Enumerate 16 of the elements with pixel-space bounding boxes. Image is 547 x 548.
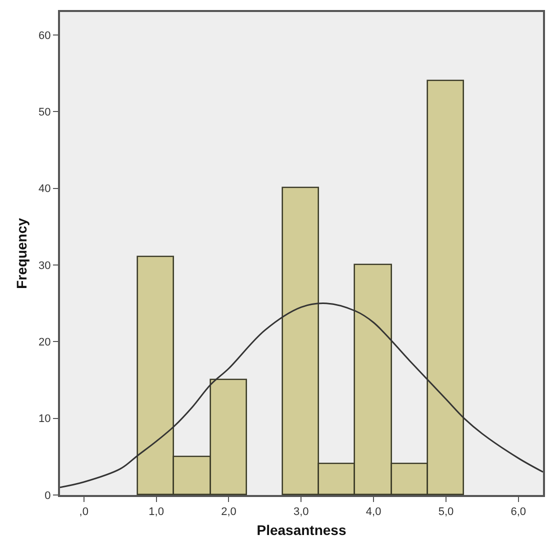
- x-tick-label: 5,0: [438, 506, 454, 518]
- x-tick-label: 2,0: [221, 506, 236, 518]
- x-tick-label: 6,0: [510, 506, 526, 518]
- x-tick-label: 1,0: [148, 506, 164, 518]
- x-tick-label: 3,0: [293, 506, 309, 518]
- x-axis-title: Pleasantness: [256, 522, 346, 538]
- y-axis-title: Frequency: [14, 218, 30, 289]
- y-tick-label: 60: [38, 30, 51, 42]
- y-tick-label: 0: [44, 490, 51, 502]
- y-tick-label: 40: [38, 183, 51, 196]
- x-tick-label: ,0: [79, 506, 88, 518]
- y-tick-label: 20: [38, 336, 51, 349]
- y-tick-label: 10: [38, 413, 51, 426]
- y-tick-label: 30: [38, 260, 51, 272]
- y-tick-label: 50: [38, 106, 51, 119]
- x-tick-label: 4,0: [366, 506, 382, 518]
